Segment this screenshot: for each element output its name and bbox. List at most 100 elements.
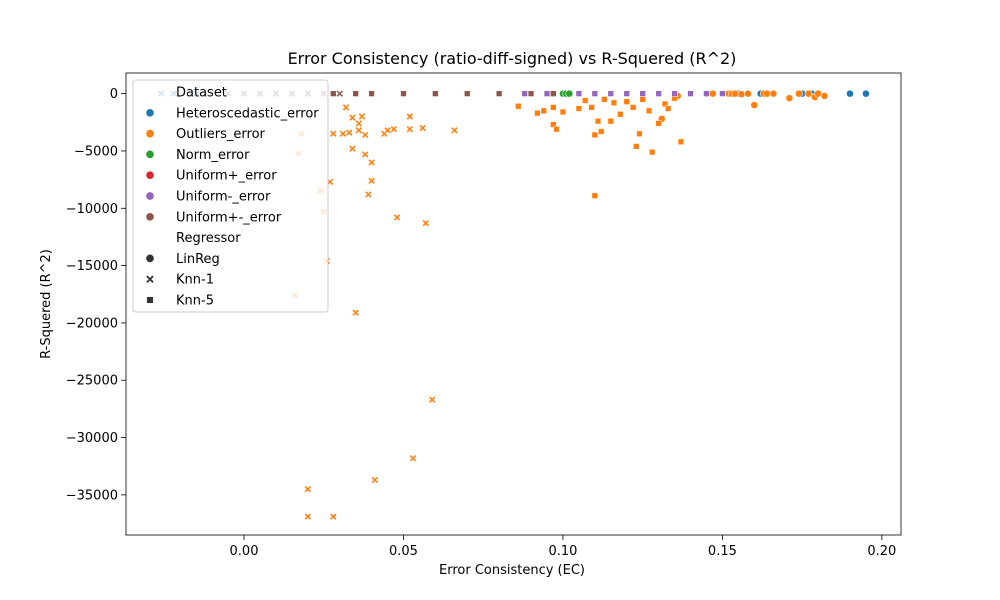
- data-point-6-11: [719, 90, 726, 97]
- data-point-4-1: [534, 109, 541, 117]
- x-tick-label: 0.10: [548, 544, 577, 559]
- data-point-3-32: [409, 454, 417, 462]
- data-point-6-3: [591, 90, 598, 97]
- data-point-8-5: [464, 90, 471, 97]
- data-point-4-0: [515, 103, 522, 110]
- data-point-8-3: [400, 90, 407, 97]
- data-point-2-8: [737, 90, 746, 99]
- data-point-6-4: [607, 90, 614, 97]
- data-point-6-10: [703, 90, 710, 97]
- legend-label-regressor-0: LinReg: [176, 252, 220, 267]
- data-point-3-11: [339, 130, 347, 138]
- data-point-3-22: [364, 190, 373, 199]
- data-point-2-19: [820, 92, 829, 100]
- data-point-6-8: [671, 90, 678, 97]
- data-point-6-0: [521, 90, 528, 97]
- x-tick-label: 0.00: [230, 544, 259, 559]
- data-point-6-5: [623, 90, 630, 97]
- data-point-3-30: [406, 125, 414, 133]
- data-point-6-9: [687, 90, 694, 97]
- data-point-4-15: [607, 117, 614, 125]
- data-point-4-22: [639, 96, 646, 103]
- data-point-3-21: [361, 131, 369, 139]
- data-point-3-19: [358, 112, 366, 121]
- legend-marker-regressor-0: [145, 253, 155, 263]
- data-point-4-24: [649, 148, 656, 156]
- data-point-4-7: [575, 105, 583, 112]
- data-point-3-36: [450, 126, 459, 135]
- legend-title-regressor: Regressor: [176, 231, 241, 246]
- data-point-2-15: [795, 89, 803, 98]
- data-point-8-6: [495, 90, 503, 97]
- data-point-3-12: [342, 103, 350, 112]
- data-point-3-10: [329, 512, 337, 521]
- y-tick-label: −5000: [74, 144, 118, 159]
- legend-marker-dataset-0: [145, 108, 155, 118]
- data-point-2-13: [769, 89, 778, 98]
- data-point-4-8: [582, 97, 589, 104]
- data-point-6-7: [655, 90, 662, 97]
- data-point-8-4: [432, 90, 439, 97]
- data-point-8-2: [368, 90, 375, 97]
- legend-marker-dataset-4: [145, 191, 155, 201]
- data-point-3-13: [345, 128, 353, 137]
- data-point-4-3: [550, 121, 557, 128]
- data-point-8-7: [527, 90, 535, 97]
- data-point-4-13: [598, 128, 605, 135]
- data-point-3-34: [422, 219, 430, 227]
- legend-label-dataset-1: Outliers_error: [176, 127, 266, 142]
- y-tick-label: 0: [110, 87, 118, 102]
- data-point-3-9: [329, 130, 337, 138]
- data-point-4-12: [594, 117, 602, 125]
- y-tick-label: −25000: [66, 374, 118, 389]
- data-point-3-16: [351, 308, 360, 317]
- data-point-2-16: [804, 89, 813, 98]
- data-point-4-19: [629, 104, 637, 111]
- legend-label-dataset-3: Uniform+_error: [176, 169, 277, 184]
- data-point-0-5: [862, 89, 870, 98]
- data-point-3-25: [371, 476, 379, 484]
- data-point-6-6: [639, 90, 646, 97]
- legend-marker-regressor-2: [146, 296, 154, 304]
- data-point-2-14: [785, 94, 794, 103]
- data-point-4-25: [655, 120, 662, 127]
- data-point-3-14: [348, 114, 357, 122]
- legend-label-dataset-0: Heteroscedastic_error: [176, 106, 319, 121]
- data-point-4-27: [665, 105, 672, 112]
- legend-items: Dataset Heteroscedastic_error Outliers_err…: [145, 86, 319, 309]
- data-point-4-18: [623, 98, 630, 105]
- data-point-8-8: [550, 90, 557, 97]
- data-point-3-24: [367, 177, 376, 185]
- legend-label-dataset-5: Uniform+-_error: [176, 210, 282, 225]
- legend-label-dataset-4: Uniform-_error: [176, 190, 271, 205]
- data-point-3-29: [393, 213, 401, 222]
- data-point-4-23: [645, 107, 653, 114]
- data-point-3-3: [304, 485, 312, 493]
- legend-label-regressor-2: Knn-5: [176, 294, 214, 309]
- legend-label-dataset-2: Norm_error: [176, 148, 250, 163]
- data-point-2-9: [744, 89, 752, 98]
- data-point-3-15: [348, 144, 357, 153]
- data-point-4-2: [540, 107, 547, 114]
- data-point-6-2: [575, 90, 583, 97]
- data-point-4-11: [591, 192, 598, 199]
- data-point-4-17: [617, 111, 624, 118]
- data-point-2-10: [750, 101, 759, 109]
- plot-frame: [125, 72, 902, 536]
- data-point-4-26: [661, 100, 669, 108]
- legend-marker-dataset-2: [145, 149, 155, 159]
- data-point-4-16: [610, 99, 618, 106]
- y-tick-label: −15000: [66, 259, 118, 274]
- y-tick-label: −10000: [66, 202, 118, 217]
- data-point-2-4: [708, 89, 717, 98]
- data-point-4-10: [591, 131, 598, 139]
- x-axis: 0.00 0.05 0.10 0.15 0.20: [230, 535, 896, 559]
- data-point-4-21: [636, 130, 643, 137]
- legend-marker-dataset-5: [145, 212, 155, 222]
- data-point-3-23: [367, 158, 376, 167]
- legend-marker-dataset-1: [145, 129, 155, 139]
- y-tick-label: −30000: [66, 431, 118, 446]
- data-point-4-6: [559, 108, 567, 116]
- data-point-5-2: [565, 89, 574, 98]
